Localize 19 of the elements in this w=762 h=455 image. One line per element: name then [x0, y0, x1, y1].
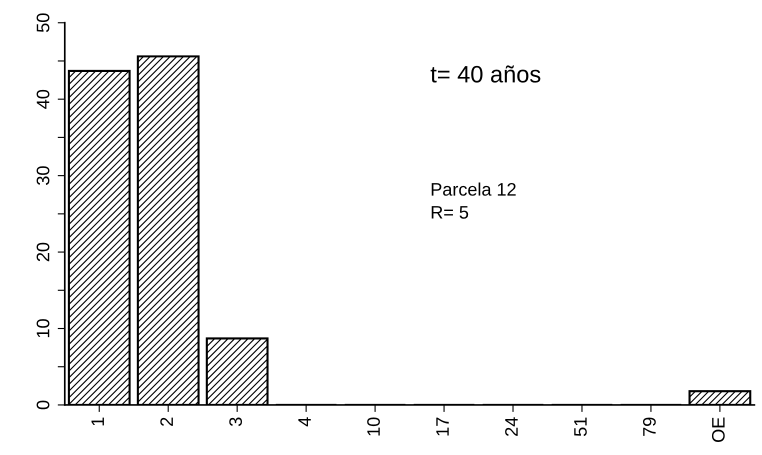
x-tick-label: 51 [574, 418, 587, 436]
x-tick-label: 2 [160, 418, 173, 426]
x-tick-label: 1 [92, 418, 104, 426]
y-tick-label: 50 [36, 13, 50, 32]
x-tick-label: OE [712, 418, 725, 442]
x-tick-label: 10 [367, 417, 380, 436]
y-tick-label: 0 [36, 400, 50, 410]
y-tick-label: 10 [36, 319, 50, 338]
y-tick-label: 20 [36, 242, 50, 262]
x-tick-label: 79 [643, 418, 656, 436]
x-tick-label: 24 [505, 417, 518, 436]
annotation: t= 40 años [430, 65, 540, 83]
x-tick-label: 17 [436, 418, 449, 436]
y-tick-label: 30 [36, 166, 50, 185]
annotation: Parcela 12 [432, 182, 516, 196]
annotation: R= 5 [432, 206, 468, 219]
x-tick-label: 3 [229, 418, 242, 426]
y-tick-label: 40 [36, 90, 50, 109]
x-tick-label: 4 [298, 417, 311, 426]
